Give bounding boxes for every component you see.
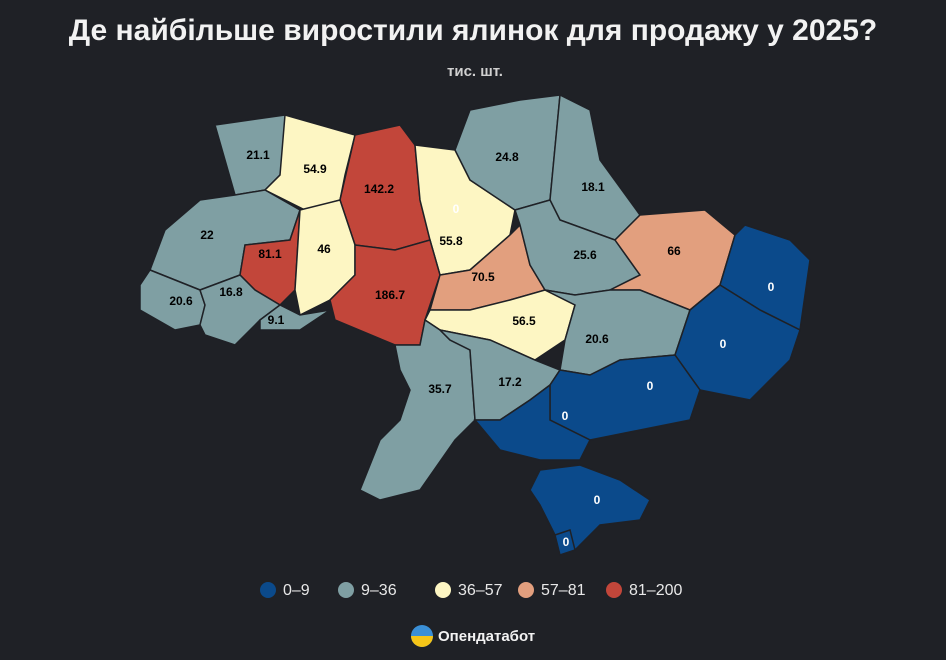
legend-swatch bbox=[260, 582, 276, 598]
legend-label: 0–9 bbox=[283, 582, 310, 599]
brand-icon-half bbox=[411, 636, 433, 647]
region bbox=[359, 318, 476, 501]
region-value-label: 0 bbox=[647, 379, 654, 393]
legend-swatch bbox=[338, 582, 354, 598]
title: Де найбільше виростили ялинок для продаж… bbox=[69, 14, 877, 47]
legend: 0–9 9–36 36–57 57–81 81–200 bbox=[260, 582, 682, 599]
legend-label: 57–81 bbox=[541, 582, 586, 599]
region bbox=[259, 304, 331, 331]
region bbox=[529, 464, 651, 551]
legend-swatch bbox=[518, 582, 534, 598]
region-value-label: 0 bbox=[768, 280, 775, 294]
region-value-label: 20.6 bbox=[585, 332, 609, 346]
region-value-label: 70.5 bbox=[471, 270, 495, 284]
region-value-label: 17.2 bbox=[498, 375, 522, 389]
legend-label: 9–36 bbox=[361, 582, 397, 599]
region-value-label: 18.1 bbox=[581, 180, 605, 194]
map: 21.1 54.9 142.2 0 55.8 24.8 18.1 22 81.1 46 186.7 7… bbox=[139, 93, 811, 556]
brand: Опендатабот bbox=[411, 625, 535, 647]
legend-label: 36–57 bbox=[458, 582, 503, 599]
subtitle: тис. шт. bbox=[447, 63, 503, 80]
region-value-label: 54.9 bbox=[303, 162, 327, 176]
region-value-label: 0 bbox=[562, 409, 569, 423]
brand-name: Опендатабот bbox=[438, 628, 535, 645]
region-value-label: 55.8 bbox=[439, 234, 463, 248]
region-value-label: 35.7 bbox=[428, 382, 452, 396]
region-value-label: 22 bbox=[200, 228, 214, 242]
region-value-label: 56.5 bbox=[512, 314, 536, 328]
legend-swatch bbox=[606, 582, 622, 598]
region bbox=[554, 529, 576, 556]
legend-swatch bbox=[435, 582, 451, 598]
region-value-label: 0 bbox=[720, 337, 727, 351]
region-value-label: 46 bbox=[317, 242, 331, 256]
region-value-label: 20.6 bbox=[169, 294, 193, 308]
region-value-label: 0 bbox=[594, 493, 601, 507]
region-value-label: 16.8 bbox=[219, 285, 243, 299]
region-value-label: 0 bbox=[563, 535, 570, 549]
region-value-label: 21.1 bbox=[246, 148, 270, 162]
region-value-label: 9.1 bbox=[268, 313, 285, 327]
region-value-label: 142.2 bbox=[364, 182, 394, 196]
legend-label: 81–200 bbox=[629, 582, 682, 599]
region-value-label: 186.7 bbox=[375, 288, 405, 302]
region-value-label: 24.8 bbox=[495, 150, 519, 164]
region-value-label: 66 bbox=[667, 244, 681, 258]
region-value-label: 25.6 bbox=[573, 248, 597, 262]
region bbox=[199, 274, 282, 346]
region bbox=[473, 383, 592, 461]
region-value-label: 0 bbox=[453, 202, 460, 216]
region-value-label: 81.1 bbox=[258, 247, 282, 261]
